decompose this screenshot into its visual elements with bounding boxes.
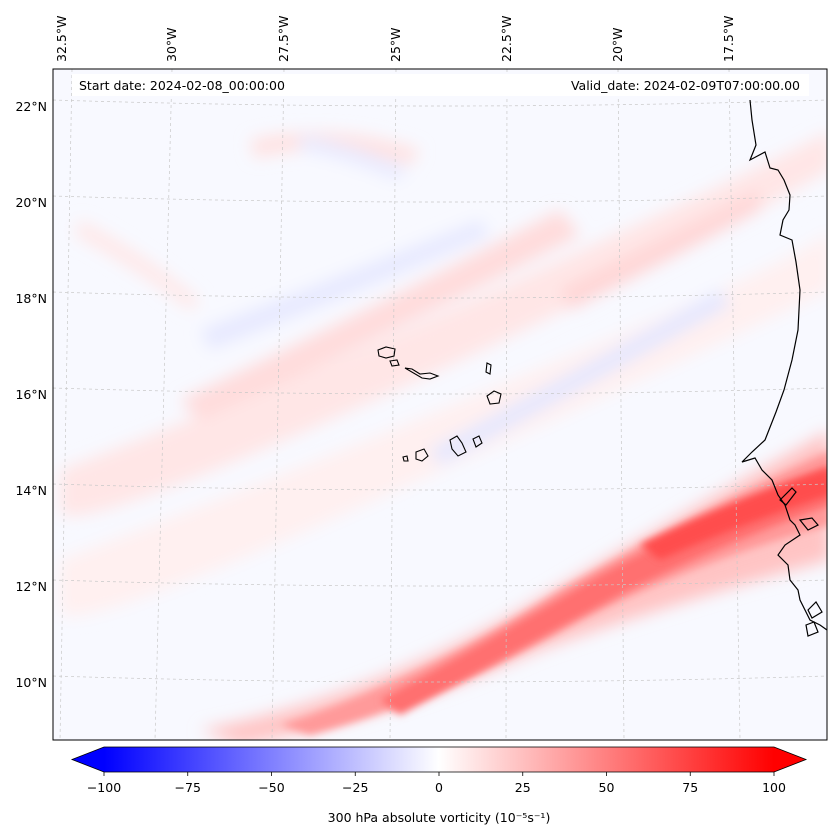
colorbar-tick-label: 50 <box>599 780 615 795</box>
lon-label: 25°W <box>388 27 403 62</box>
island-fogo <box>415 448 429 462</box>
lat-label: 18°N <box>15 291 47 306</box>
latitude-labels: 22°N 20°N 18°N 16°N 14°N 12°N 10°N <box>15 99 47 690</box>
lon-label: 27.5°W <box>276 16 291 62</box>
lon-label: 32.5°W <box>54 16 69 62</box>
island-sal <box>485 362 492 375</box>
colorbar-ticks <box>103 772 775 776</box>
colorbar-tick-label: 75 <box>682 780 698 795</box>
map-background <box>53 69 827 740</box>
valid-date-label: Valid_date: 2024-02-09T07:00:00.00 <box>571 78 800 93</box>
header-strip <box>72 74 809 96</box>
island-brava <box>402 455 409 462</box>
colorbar-tick-label: −100 <box>87 780 121 795</box>
lat-label: 12°N <box>15 579 47 594</box>
colorbar: −100 −75 −50 −25 0 25 50 75 100 300 hPa … <box>70 746 808 825</box>
colorbar-min-extend <box>72 747 104 772</box>
island-maio <box>472 435 483 448</box>
colorbar-gradient <box>104 747 774 772</box>
island-santiago <box>449 435 467 457</box>
lon-label: 22.5°W <box>499 16 514 62</box>
colorbar-tick-labels: −100 −75 −50 −25 0 25 50 75 100 <box>87 780 786 795</box>
colorbar-max-extend <box>774 747 806 772</box>
map-frame <box>52 68 828 741</box>
island-sao-vicente <box>389 359 400 367</box>
graticule <box>53 69 827 740</box>
colorbar-tick-label: 100 <box>762 780 786 795</box>
lat-label: 22°N <box>15 99 47 114</box>
longitude-labels: 32.5°W 30°W 27.5°W 25°W 22.5°W 20°W 17.5… <box>54 16 736 62</box>
island-santo-antao <box>377 346 396 359</box>
colorbar-tick-label: −75 <box>175 780 201 795</box>
vorticity-strong-band <box>200 431 827 740</box>
lat-label: 14°N <box>15 483 47 498</box>
colorbar-tick-label: 0 <box>435 780 443 795</box>
colorbar-tick-label: 25 <box>515 780 531 795</box>
colorbar-tick-label: −25 <box>342 780 368 795</box>
island-sao-nicolau <box>404 367 440 380</box>
lat-label: 10°N <box>15 675 47 690</box>
colorbar-label: 300 hPa absolute vorticity (10⁻⁵s⁻¹) <box>328 810 551 825</box>
start-date-label: Start date: 2024-02-08_00:00:00 <box>79 78 285 93</box>
colorbar-tick-label: −50 <box>258 780 284 795</box>
vorticity-weak-field <box>60 132 827 616</box>
lat-label: 20°N <box>15 195 47 210</box>
lat-label: 16°N <box>15 387 47 402</box>
island-boa-vista <box>486 390 502 405</box>
cape-verde-islands <box>377 346 502 462</box>
map-area <box>53 69 827 740</box>
west-africa-coastline <box>741 99 827 637</box>
lon-label: 17.5°W <box>721 16 736 62</box>
lon-label: 30°W <box>164 27 179 62</box>
lon-label: 20°W <box>610 27 625 62</box>
